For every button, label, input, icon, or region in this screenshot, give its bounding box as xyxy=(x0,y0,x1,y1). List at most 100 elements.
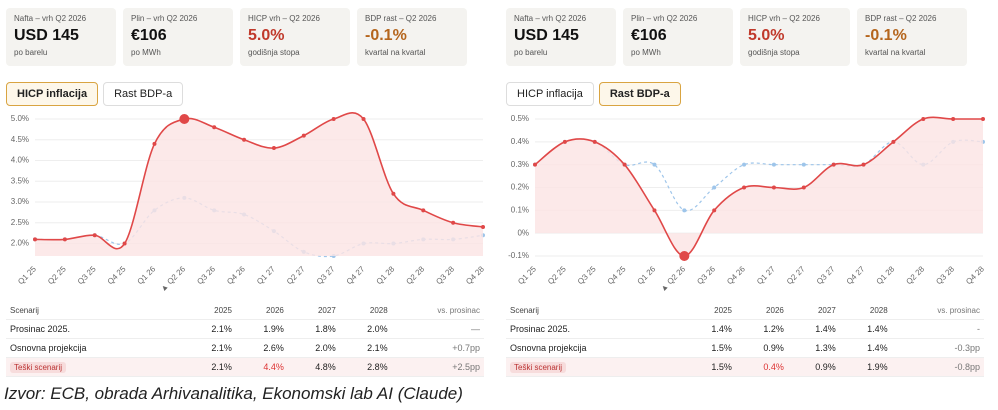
table-cell: - xyxy=(891,319,984,339)
table-cell: 2.1% xyxy=(184,319,236,339)
data-point xyxy=(622,162,627,167)
x-tick-label: Q2 28 xyxy=(904,264,926,286)
x-tick-label: ▲ Q2 26 xyxy=(658,264,687,293)
x-tick-label: Q3 26 xyxy=(695,264,717,286)
x-tick-label: Q1 27 xyxy=(255,264,277,286)
data-point xyxy=(562,139,567,144)
cell-text: +2.5pp xyxy=(452,362,480,372)
cell-text: 1.8% xyxy=(315,324,336,334)
kpi-card: HICP vrh – Q2 2026 5.0% godišnja stopa xyxy=(240,8,350,66)
cell-text: 4.8% xyxy=(315,362,336,372)
kpi-card: Nafta – vrh Q2 2026 USD 145 po barelu xyxy=(6,8,116,66)
data-point xyxy=(652,162,657,167)
cell-text: 2.1% xyxy=(211,362,232,372)
y-tick-label: 2.5% xyxy=(11,218,29,227)
table-cell: 1.4% xyxy=(787,319,840,339)
x-tick-label: Q2 28 xyxy=(404,264,426,286)
kpi-note: kvartal na kvartal xyxy=(365,48,426,57)
table-cell: 2.0% xyxy=(339,319,392,339)
cell-text: 1.3% xyxy=(815,343,836,353)
table-cell: 1.4% xyxy=(839,319,892,339)
kpi-card: BDP rast – Q2 2026 -0.1% kvartal na kvarta… xyxy=(857,8,967,66)
kpi-value: €106 xyxy=(631,27,667,44)
cell-text: 2.0% xyxy=(367,324,388,334)
cell-text: -0.3pp xyxy=(954,343,980,353)
data-point xyxy=(921,117,926,121)
kpi-card: Plin – vrh Q2 2026 €106 po MWh xyxy=(123,8,233,66)
data-point xyxy=(951,117,956,121)
table-cell: 1.8% xyxy=(287,319,340,339)
table-cell: 1.4% xyxy=(839,338,892,358)
kpi-value: 5.0% xyxy=(248,27,285,44)
table-cell: Teški scenarij xyxy=(506,357,684,377)
data-point xyxy=(212,125,217,130)
cell-text: 2.8% xyxy=(367,362,388,372)
cell-text: - xyxy=(977,324,980,334)
table-cell: 1.5% xyxy=(684,338,736,358)
area-fill xyxy=(35,112,483,256)
kpi-value: USD 145 xyxy=(514,27,579,44)
table-cell: +0.7pp xyxy=(391,338,484,358)
cell-text: Teški scenarij xyxy=(10,362,67,373)
data-point xyxy=(712,185,717,190)
data-point xyxy=(301,133,306,138)
kpi-label: Plin – vrh Q2 2026 xyxy=(131,14,198,23)
tab[interactable]: Rast BDP-a xyxy=(598,82,681,106)
kpi-label: HICP vrh – Q2 2026 xyxy=(748,14,820,23)
data-point xyxy=(592,139,597,144)
cell-text: 2.1% xyxy=(211,343,232,353)
data-table: Scenarij 2025 2026 2027 2028 vs. prosinac Pros… xyxy=(6,302,484,377)
cell-text: Osnovna projekcija xyxy=(10,343,87,353)
table-cell: 0.9% xyxy=(787,357,840,377)
kpi-note: po barelu xyxy=(14,48,48,57)
table-cell: Osnovna projekcija xyxy=(6,338,184,358)
kpi-label: HICP vrh – Q2 2026 xyxy=(248,14,320,23)
table-cell: 0.4% xyxy=(735,357,788,377)
kpi-card: Plin – vrh Q2 2026 €106 po MWh xyxy=(623,8,733,66)
tab[interactable]: HICP inflacija xyxy=(506,82,594,106)
tabs: HICP inflacija Rast BDP-a xyxy=(6,82,184,106)
cell-text: 2.0% xyxy=(315,343,336,353)
cell-text: 1.5% xyxy=(711,343,732,353)
table-cell: Teški scenarij xyxy=(6,357,184,377)
table-cell: 2.0% xyxy=(287,338,340,358)
data-point xyxy=(801,162,806,167)
table-row: Osnovna projekcija 2.1% 2.6% 2.0% 2.1% +0.7pp xyxy=(6,338,484,358)
tab[interactable]: HICP inflacija xyxy=(6,82,99,106)
cell-text: Osnovna projekcija xyxy=(510,343,587,353)
x-tick-label: Q4 27 xyxy=(845,264,867,286)
kpi-note: godišnja stopa xyxy=(748,48,800,57)
kpi-label: BDP rast – Q2 2026 xyxy=(865,14,937,23)
y-tick-label: 3.5% xyxy=(11,176,29,185)
header-cell: 2028 xyxy=(339,302,392,320)
cell-text: 0.9% xyxy=(763,343,784,353)
cell-text: 1.5% xyxy=(711,362,732,372)
x-tick-label: Q4 25 xyxy=(106,264,128,286)
table-cell: Osnovna projekcija xyxy=(506,338,684,358)
cell-text: 2.1% xyxy=(367,343,388,353)
header-cell: 2026 xyxy=(735,302,788,320)
table-cell: 2.6% xyxy=(235,338,288,358)
data-point xyxy=(831,162,836,167)
kpi-note: kvartal na kvartal xyxy=(865,48,926,57)
table-cell: 2.8% xyxy=(339,357,392,377)
tabs: HICP inflacija Rast BDP-a xyxy=(506,82,681,106)
header-cell: 2025 xyxy=(184,302,236,320)
data-point xyxy=(481,224,485,229)
cell-text: 1.9% xyxy=(263,324,284,334)
kpi-note: po MWh xyxy=(131,48,161,57)
cell-text: 1.4% xyxy=(815,324,836,334)
x-tick-label: Q1 25 xyxy=(16,264,38,286)
data-point xyxy=(861,162,866,167)
y-tick-label: 0.4% xyxy=(511,137,529,146)
cell-text: 1.4% xyxy=(711,324,732,334)
cell-text: 1.4% xyxy=(867,324,888,334)
data-point xyxy=(891,139,896,144)
table-cell: 2.1% xyxy=(339,338,392,358)
x-tick-label: Q4 28 xyxy=(464,264,486,286)
y-tick-label: 0.2% xyxy=(511,183,529,192)
table-cell: +2.5pp xyxy=(391,357,484,377)
data-point xyxy=(92,233,97,238)
table-row: Prosinac 2025. 2.1% 1.9% 1.8% 2.0% — xyxy=(6,319,484,339)
tab[interactable]: Rast BDP-a xyxy=(103,82,184,106)
